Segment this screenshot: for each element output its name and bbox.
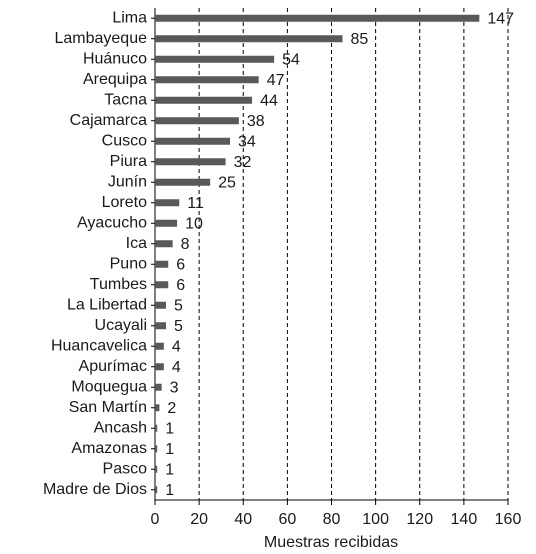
bar	[155, 137, 231, 145]
y-tick-label: Puno	[110, 255, 147, 272]
bar	[155, 342, 164, 350]
value-label: 5	[174, 318, 183, 335]
y-tick-label: La Libertad	[67, 296, 147, 313]
y-tick-label: Ica	[126, 235, 147, 252]
value-label: 147	[487, 10, 514, 27]
y-tick-label: Madre de Dios	[43, 481, 147, 498]
value-label: 4	[172, 338, 181, 355]
value-label: 1	[165, 482, 174, 499]
bar	[155, 404, 160, 412]
value-label: 32	[234, 154, 252, 171]
value-label: 2	[167, 400, 176, 417]
bar	[155, 363, 164, 371]
bar	[155, 445, 158, 453]
bar	[155, 199, 180, 207]
bar	[155, 424, 158, 432]
y-tick-label: Amazonas	[71, 440, 147, 457]
y-tick-label: Tacna	[104, 91, 147, 108]
value-label: 1	[165, 461, 174, 478]
y-tick-label: Arequipa	[83, 71, 147, 88]
value-label: 3	[170, 379, 179, 396]
value-label: 34	[238, 133, 256, 150]
y-tick-label: Apurímac	[79, 358, 147, 375]
value-label: 25	[218, 174, 236, 191]
bar	[155, 35, 343, 43]
value-label: 11	[187, 195, 204, 212]
bar	[155, 117, 239, 125]
y-tick-label: Huánuco	[83, 50, 147, 67]
value-label: 6	[176, 277, 185, 294]
y-tick-label: Piura	[110, 153, 147, 170]
bar	[155, 322, 167, 330]
bar	[155, 76, 259, 84]
x-tick-label: 140	[451, 511, 478, 528]
y-tick-label: Loreto	[102, 194, 147, 211]
bar	[155, 486, 158, 494]
x-axis-label: Muestras recibidas	[264, 534, 398, 551]
x-tick-label: 0	[151, 511, 160, 528]
value-label: 5	[174, 297, 183, 314]
x-tick-label: 160	[495, 511, 522, 528]
bar	[155, 301, 167, 309]
y-tick-label: Huancavelica	[51, 337, 147, 354]
value-label: 1	[165, 420, 174, 437]
x-tick-label: 60	[278, 511, 296, 528]
value-label: 1	[165, 441, 174, 458]
bar	[155, 383, 162, 391]
value-label: 6	[176, 256, 185, 273]
bar	[155, 178, 211, 186]
value-label: 10	[185, 215, 203, 232]
bar	[155, 260, 169, 268]
bar	[155, 14, 480, 22]
bar	[155, 465, 158, 473]
value-label: 47	[267, 72, 285, 89]
y-tick-label: Ayacucho	[77, 214, 147, 231]
bar	[155, 281, 169, 289]
y-tick-label: Ancash	[94, 419, 147, 436]
y-tick-label: Lambayeque	[54, 30, 147, 47]
x-tick-label: 40	[234, 511, 252, 528]
x-tick-label: 120	[406, 511, 433, 528]
value-label: 4	[172, 359, 181, 376]
y-tick-label: Lima	[112, 9, 147, 26]
value-label: 54	[282, 51, 300, 68]
y-tick-label: Pasco	[103, 460, 148, 477]
y-tick-label: Cajamarca	[70, 112, 147, 129]
x-tick-label: 80	[323, 511, 341, 528]
bar	[155, 219, 178, 227]
bar	[155, 158, 226, 166]
y-tick-label: Tumbes	[90, 276, 147, 293]
value-label: 44	[260, 92, 278, 109]
y-tick-label: Cusco	[102, 132, 147, 149]
value-label: 85	[351, 31, 369, 48]
value-label: 8	[181, 236, 190, 253]
value-label: 38	[247, 113, 265, 130]
y-tick-label: Junín	[108, 173, 147, 190]
bar	[155, 96, 253, 104]
bar	[155, 240, 173, 248]
y-tick-label: Moquegua	[71, 378, 147, 395]
y-tick-label: Ucayali	[95, 317, 147, 334]
x-tick-label: 20	[190, 511, 208, 528]
bar	[155, 55, 275, 63]
x-tick-label: 100	[362, 511, 389, 528]
y-tick-label: San Martín	[69, 399, 147, 416]
